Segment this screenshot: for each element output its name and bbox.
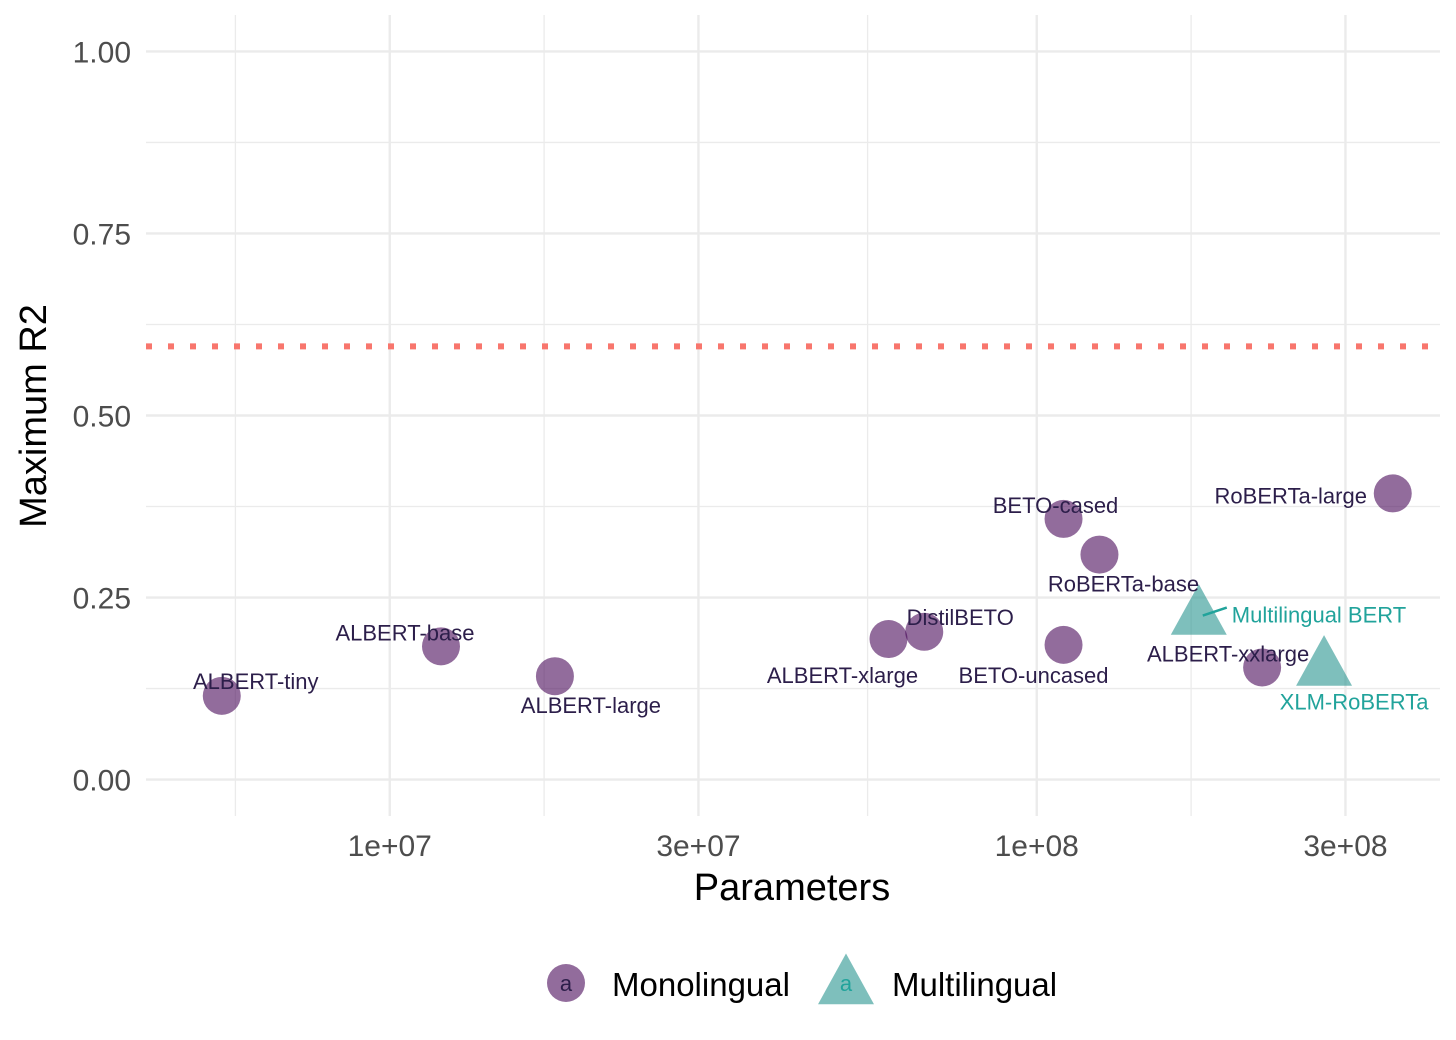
point-xlm-roberta	[1296, 635, 1353, 686]
x-axis-title: Parameters	[694, 867, 890, 909]
label-beto-cased: BETO-cased	[993, 493, 1119, 518]
tick-labels-layer: 0.00 0.25 0.50 0.75 1.00 1e+07 3e+07 1e+08 3e+08	[73, 36, 1388, 863]
label-distilbeto: DistilBETO	[907, 605, 1014, 630]
point-albert-xlarge	[869, 620, 908, 659]
y-tick-label: 1.00	[73, 36, 131, 69]
label-connector-multilingual-bert	[1202, 606, 1228, 617]
y-tick-label: 0.50	[73, 401, 131, 434]
point-albert-tiny	[202, 676, 241, 715]
y-tick-label: 0.75	[73, 218, 131, 251]
x-tick-label: 3e+07	[656, 830, 740, 863]
label-albert-xlarge: ALBERT-xlarge	[767, 663, 918, 688]
point-labels-layer: ALBERT-tiny ALBERT-base ALBERT-large ALBERT…	[193, 483, 1429, 718]
label-albert-base: ALBERT-base	[335, 620, 474, 645]
label-beto-uncased: BETO-uncased	[959, 663, 1109, 688]
point-albert-base	[421, 627, 460, 666]
legend-multilingual-glyph: a	[840, 971, 853, 996]
legend-monolingual-key	[547, 964, 585, 1002]
point-beto-uncased	[1044, 625, 1083, 664]
x-tick-label: 1e+08	[995, 830, 1079, 863]
x-tick-label: 1e+07	[348, 830, 432, 863]
point-distilbeto	[905, 612, 944, 651]
label-albert-xxlarge: ALBERT-xxlarge	[1147, 641, 1309, 666]
legend-monolingual-glyph: a	[560, 971, 573, 996]
legend-monolingual-label: Monolingual	[612, 966, 790, 1003]
point-beto-cased	[1044, 499, 1083, 538]
legend-multilingual-key	[818, 953, 874, 1005]
y-tick-label: 0.00	[73, 765, 131, 798]
y-tick-label: 0.25	[73, 583, 131, 616]
label-xlm-roberta: XLM-RoBERTa	[1280, 690, 1430, 715]
point-albert-xxlarge	[1243, 648, 1282, 687]
label-roberta-base: RoBERTa-base	[1048, 572, 1199, 597]
x-tick-label: 3e+08	[1303, 830, 1387, 863]
point-albert-large	[535, 657, 574, 696]
points-layer	[202, 474, 1412, 715]
point-roberta-large	[1373, 474, 1412, 513]
point-multilingual-bert	[1170, 584, 1227, 635]
label-roberta-large: RoBERTa-large	[1215, 483, 1367, 508]
label-albert-large: ALBERT-large	[521, 693, 661, 718]
point-roberta-base	[1080, 535, 1119, 574]
label-albert-tiny: ALBERT-tiny	[193, 669, 319, 694]
legend: a Monolingual a Multilingual	[547, 953, 1057, 1005]
grid	[146, 15, 1440, 816]
label-multilingual-bert: Multilingual BERT	[1232, 603, 1406, 628]
y-axis-title: Maximum R2	[13, 304, 55, 528]
legend-multilingual-label: Multilingual	[892, 966, 1057, 1003]
